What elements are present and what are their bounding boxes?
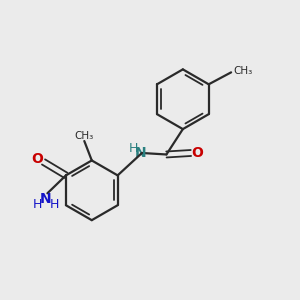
Text: CH₃: CH₃ (233, 67, 253, 76)
Text: CH₃: CH₃ (75, 131, 94, 141)
Text: N: N (135, 146, 146, 160)
Text: H: H (33, 198, 43, 211)
Text: O: O (32, 152, 44, 166)
Text: H: H (129, 142, 138, 155)
Text: H: H (49, 198, 59, 211)
Text: N: N (40, 192, 52, 206)
Text: O: O (191, 146, 203, 160)
